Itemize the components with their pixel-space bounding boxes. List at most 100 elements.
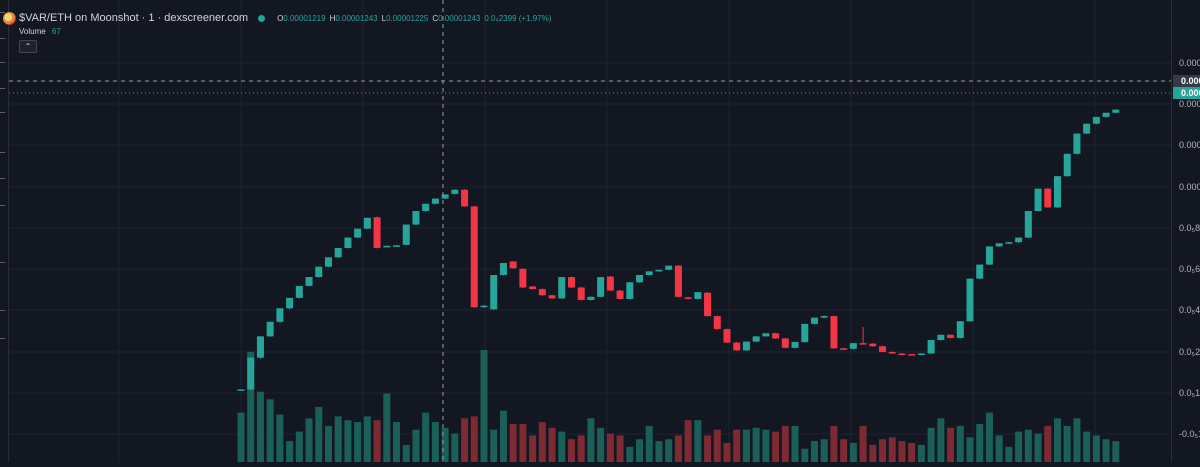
candle-body	[869, 343, 877, 347]
volume-bar	[480, 349, 488, 462]
candle-body	[956, 321, 964, 338]
volume-bar	[849, 443, 857, 462]
volume-bar	[499, 410, 507, 462]
candle-body	[1063, 153, 1071, 177]
volume-bar	[947, 427, 955, 462]
candle-body	[334, 247, 342, 258]
candle-body	[713, 316, 721, 330]
volume-bar	[684, 420, 692, 462]
candlestick-chart[interactable]	[9, 0, 1171, 462]
volume-bar	[441, 427, 449, 462]
chart-area[interactable]	[9, 0, 1171, 462]
toolbar-tick	[0, 152, 5, 153]
candle-body	[810, 317, 818, 324]
volume-bar	[470, 416, 478, 462]
price-scale-label: 0.0000	[1179, 182, 1200, 192]
volume-bar	[344, 420, 352, 462]
volume-bar	[1005, 446, 1013, 462]
volume-bar	[626, 446, 634, 462]
candle-body	[645, 271, 653, 275]
candle-body	[480, 305, 488, 308]
candle-body	[626, 282, 634, 299]
price-scale-label: -0.0₅10	[1179, 429, 1200, 439]
candle-body	[762, 333, 770, 337]
volume-bar	[704, 435, 712, 462]
candle-body	[830, 316, 838, 349]
volume-legend: Volume 67	[19, 27, 61, 36]
volume-bar	[898, 441, 906, 462]
current-price-label: 0.0000	[1173, 87, 1200, 99]
volume-bar	[762, 429, 770, 462]
grid-lines	[9, 0, 1171, 462]
volume-bar	[976, 424, 984, 462]
volume-bar	[995, 435, 1003, 462]
candle-body	[684, 297, 692, 299]
candle-body	[1053, 176, 1061, 208]
ohlc-open: O0.00001219	[277, 14, 326, 23]
candle-body	[519, 268, 527, 288]
chart-legend-header: $VAR/ETH on Moonshot · 1 · dexscreener.c…	[3, 10, 551, 26]
volume-bar	[694, 420, 702, 462]
collapse-legend-button[interactable]: ⌃	[19, 40, 37, 53]
candle-body	[286, 297, 294, 309]
volume-bar	[869, 444, 877, 462]
candle-body	[538, 289, 546, 296]
candle-body	[354, 228, 362, 238]
volume-bar	[538, 422, 546, 462]
volume-value: 67	[51, 27, 61, 36]
candle-body	[412, 211, 420, 225]
candle-body	[597, 277, 605, 297]
drawing-toolbar-strip	[0, 0, 9, 462]
candle-body	[344, 237, 352, 248]
candle-body	[723, 329, 731, 343]
candle-body	[276, 308, 284, 322]
candle-body	[431, 198, 439, 204]
price-candles	[237, 109, 1120, 391]
volume-bar	[519, 424, 527, 462]
toolbar-tick	[0, 178, 5, 179]
volume-bar	[888, 437, 896, 462]
candle-body	[1034, 188, 1042, 212]
volume-bar	[324, 425, 332, 462]
token-logo-icon	[3, 11, 16, 25]
volume-bar	[742, 429, 750, 462]
candle-body	[801, 323, 809, 343]
volume-bar	[1112, 441, 1120, 462]
volume-bar	[1053, 418, 1061, 462]
candle-body	[752, 336, 760, 342]
candle-body	[1015, 237, 1023, 243]
price-scale[interactable]: 0.00000.00000.00000.00000.0₅800.0₅600.0₅…	[1171, 0, 1200, 462]
candle-body	[247, 357, 255, 390]
volume-bar	[266, 399, 274, 462]
candle-body	[733, 342, 741, 351]
volume-bar	[859, 425, 867, 462]
candle-body	[947, 334, 955, 338]
candle-body	[879, 346, 887, 352]
volume-bar	[927, 427, 935, 462]
volume-bar	[363, 416, 371, 462]
candle-body	[237, 389, 245, 391]
crosshair-price-label: 0.0000	[1173, 75, 1200, 87]
toolbar-tick	[0, 262, 5, 263]
candle-body	[393, 245, 401, 247]
volume-bar	[606, 433, 614, 462]
volume-bar	[674, 435, 682, 462]
candle-body	[499, 263, 507, 275]
toolbar-tick	[0, 205, 5, 206]
toolbar-tick	[0, 112, 5, 113]
candle-body	[1024, 211, 1032, 238]
volume-bar	[1034, 433, 1042, 462]
volume-bar	[422, 412, 430, 462]
volume-bar	[1044, 425, 1052, 462]
volume-bar	[567, 439, 575, 462]
candle-body	[1044, 188, 1052, 208]
volume-bar	[616, 435, 624, 462]
volume-bar	[810, 441, 818, 462]
candle-body	[937, 334, 945, 340]
volume-bar	[956, 425, 964, 462]
volume-bar	[315, 406, 323, 462]
volume-bar	[334, 416, 342, 462]
volume-bar	[879, 439, 887, 462]
